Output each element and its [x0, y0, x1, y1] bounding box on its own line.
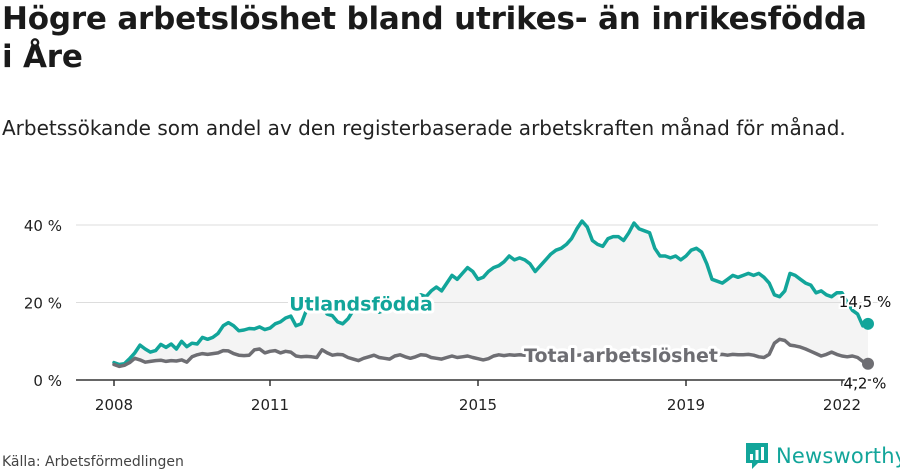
brand-name: Newsworthy	[776, 444, 900, 468]
x-tick-label: 2008	[95, 396, 133, 414]
chart-subtitle: Arbetssökande som andel av den registerb…	[2, 116, 846, 140]
end-value-label-utlandsfodda: 14,5 %	[839, 293, 891, 311]
newsworthy-logo-icon	[746, 443, 768, 469]
x-tick-label: 2011	[251, 396, 289, 414]
series-line-utlandsfodda	[112, 219, 870, 367]
x-tick-label: 2022	[823, 396, 861, 414]
source-note: Källa: Arbetsförmedlingen	[2, 454, 184, 470]
area-between-series	[114, 221, 868, 367]
y-tick-label: 20 %	[24, 295, 62, 313]
end-point-total-arbetsloshet	[862, 357, 874, 370]
series-label-utlandsfodda: Utlandsfödda	[289, 293, 433, 315]
end-value-label-total-arbetsloshet: 4,2 %	[844, 375, 887, 393]
y-tick-label: 40 %	[24, 217, 62, 235]
x-tick-label: 2019	[667, 396, 705, 414]
series-line-total-arbetsloshet	[112, 337, 870, 369]
y-tick-label: 0 %	[33, 372, 62, 390]
end-point-utlandsfodda	[862, 317, 874, 330]
brand-logo: Newsworthy	[744, 441, 900, 471]
series-label-total-arbetsloshet: Total arbetslöshet	[524, 345, 718, 367]
x-tick-label: 2015	[459, 396, 497, 414]
chart-title: Högre arbetslöshet bland utrikes- än inr…	[2, 1, 867, 75]
